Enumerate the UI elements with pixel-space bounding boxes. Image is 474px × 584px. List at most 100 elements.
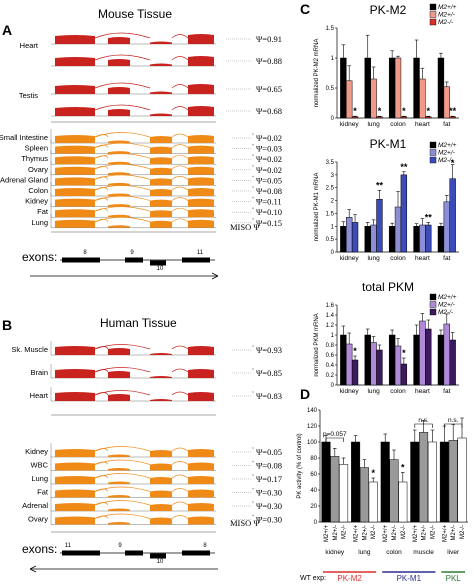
coverage-block (150, 63, 172, 66)
svg-text:Ψ=0.30: Ψ=0.30 (256, 488, 282, 498)
y-axis-label: normalized PK-M1 mRNA (314, 173, 320, 242)
significance-mark: ** (400, 162, 408, 172)
svg-text:Ψ=0.15: Ψ=0.15 (256, 218, 282, 228)
bar (394, 206, 402, 253)
coverage-block (55, 85, 95, 94)
junction-arc (94, 390, 151, 396)
track-spleen: Spleen Ψ=0.03 (25, 139, 282, 154)
exp-group-label: PKL (446, 574, 462, 583)
panel-a-title: Mouse Tissue (98, 7, 172, 21)
bar-genotype-label: M2+/- (333, 525, 339, 541)
junction-arc (94, 392, 109, 396)
junction-arc (171, 207, 189, 212)
bar (388, 226, 396, 253)
coverage-block (108, 225, 130, 228)
svg-text:Fat: Fat (37, 488, 49, 497)
track-group1: Ψ=0.91 (51, 32, 282, 45)
coverage-block (188, 188, 214, 196)
chart-total-pkm: total PKM normalized PKM mRNA 0 0.2 0.4 0.6 0.… (314, 280, 459, 395)
arrow-head (211, 272, 219, 280)
track-group1: Ψ=0.68 (51, 104, 282, 117)
svg-text:Ψ=0.02: Ψ=0.02 (256, 154, 282, 164)
coverage-block (55, 489, 95, 498)
y-tick-label: 1.4 (326, 313, 335, 319)
legend-label: M2+/+ (438, 142, 457, 149)
x-tick-label: kidney (340, 255, 360, 262)
bar (351, 222, 359, 253)
bar (321, 441, 331, 523)
bar (425, 116, 432, 119)
panel-a-miso-label: MISO Ψ (230, 222, 260, 232)
junction-arc (94, 132, 151, 138)
track-group1: Ψ=0.88 (51, 54, 282, 67)
psi-value: Ψ=0.88 (256, 56, 282, 66)
exon-number: 10 (157, 266, 164, 272)
svg-text:Ψ=0.05: Ψ=0.05 (256, 447, 282, 457)
bar (388, 57, 396, 119)
junction-arc (94, 502, 109, 506)
y-tick-label: 0.4 (326, 363, 335, 369)
bar-genotype-label: M2-/- (460, 525, 466, 539)
coverage-block (108, 371, 130, 378)
exon-box (62, 550, 100, 556)
tissue-label: muscle (413, 549, 434, 556)
chart-title: PK-M2 (370, 3, 407, 17)
chart-pk-activity: PK activity (% of control) 0 20 40 60 80 100 12… (297, 408, 468, 526)
comparison-bracket (325, 437, 344, 442)
coverage-block (150, 157, 172, 165)
bar-genotype-label: M2+/+ (442, 525, 448, 543)
y-tick-label: 1.6 (326, 303, 335, 309)
junction-arc (171, 474, 189, 479)
coverage-block (108, 204, 130, 207)
coverage-block (150, 477, 172, 484)
track-ovary: Ovary Ψ=0.02 (28, 160, 282, 176)
x-tick-label: heart (415, 255, 430, 262)
coverage-block (108, 468, 130, 471)
junction-arc (94, 446, 151, 452)
junction-arc (94, 344, 151, 350)
junction-arc (94, 216, 151, 223)
bar (388, 334, 396, 386)
bar-genotype-label: M2+/- (451, 525, 457, 541)
coverage-block (150, 41, 172, 44)
bar (368, 481, 378, 523)
y-tick-label: 20 (310, 504, 317, 510)
coverage-block (188, 489, 214, 498)
coverage-block (150, 376, 172, 378)
legend-swatch (429, 149, 437, 156)
junction-arc (171, 56, 189, 61)
coverage-block (188, 198, 214, 207)
exon-box (182, 550, 210, 556)
bar (376, 199, 383, 253)
y-tick-label: 1.5 (326, 211, 335, 217)
junction-arc (94, 473, 151, 479)
track-lung: Lung Ψ=0.15 (31, 213, 282, 229)
y-tick-label: 1.2 (326, 323, 335, 329)
bracket-label: p=0.057 (323, 431, 347, 438)
coverage-block (188, 209, 214, 218)
comparison-bracket (414, 423, 433, 428)
y-axis-label: normalized PKM mRNA (314, 313, 320, 376)
junction-arc (171, 197, 189, 201)
track-colon: Colon Ψ=0.08 (28, 182, 282, 197)
junction-arc (94, 153, 151, 159)
coverage-block (188, 369, 214, 378)
svg-text:Ψ=0.03: Ψ=0.03 (256, 144, 282, 154)
coverage-block (188, 476, 214, 484)
junction-arc (171, 501, 189, 506)
exon-number: 8 (203, 543, 207, 549)
svg-text:Ψ=0.30: Ψ=0.30 (256, 515, 282, 525)
coverage-block (188, 34, 214, 44)
coverage-block (150, 113, 172, 116)
junction-arc (94, 488, 109, 492)
bar (419, 78, 426, 119)
x-tick-label: colon (390, 121, 406, 128)
svg-text:Spleen: Spleen (25, 144, 48, 153)
svg-text:Ψ=0.08: Ψ=0.08 (256, 186, 282, 196)
svg-text:Thymus: Thymus (21, 154, 48, 163)
x-tick-label: colon (390, 388, 406, 395)
coverage-block (108, 522, 130, 525)
coverage-block (188, 346, 214, 355)
bar (346, 217, 353, 253)
y-tick-label: 0.8 (326, 343, 335, 349)
